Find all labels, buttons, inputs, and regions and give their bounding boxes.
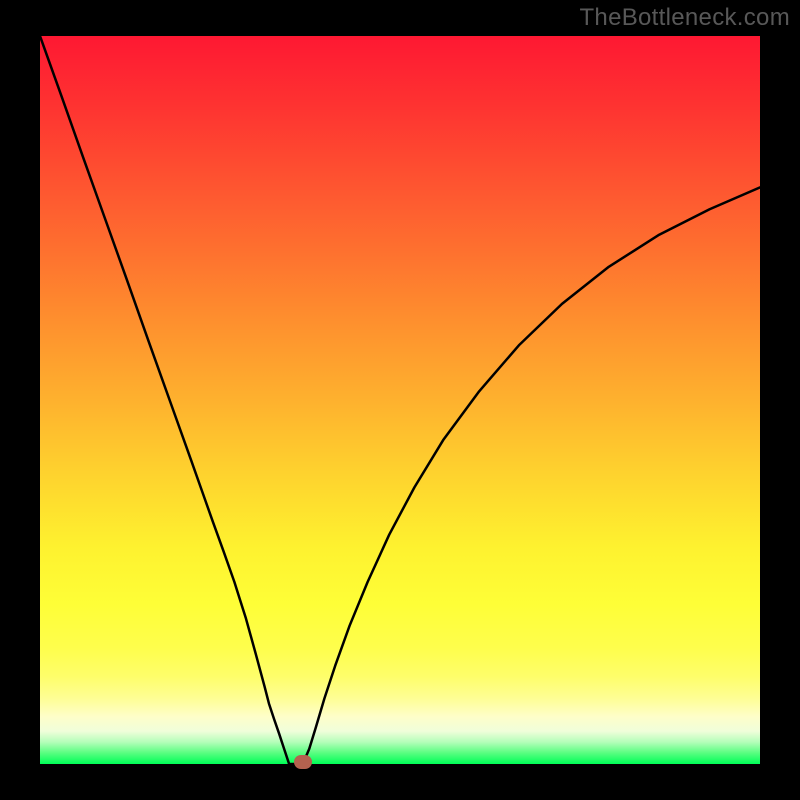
curve-layer [40,36,760,764]
bottleneck-curve [40,36,760,764]
plot-area [40,36,760,764]
chart-frame: TheBottleneck.com [0,0,800,800]
optimum-marker [294,755,312,769]
watermark-text: TheBottleneck.com [579,4,790,32]
